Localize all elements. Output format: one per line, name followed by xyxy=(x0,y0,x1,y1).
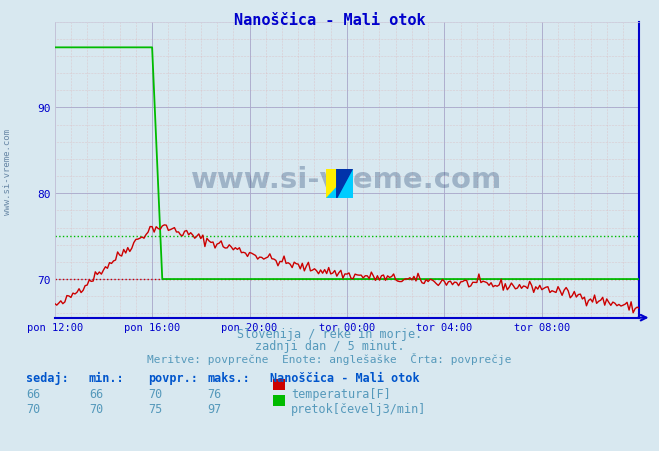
Text: min.:: min.: xyxy=(89,371,125,384)
Text: www.si-vreme.com: www.si-vreme.com xyxy=(191,165,503,193)
Text: 70: 70 xyxy=(26,402,41,415)
Text: Nanoščica - Mali otok: Nanoščica - Mali otok xyxy=(270,371,420,384)
Text: maks.:: maks.: xyxy=(208,371,250,384)
Text: zadnji dan / 5 minut.: zadnji dan / 5 minut. xyxy=(254,339,405,352)
Text: sedaj:: sedaj: xyxy=(26,371,69,384)
Text: 66: 66 xyxy=(89,387,103,400)
Text: 70: 70 xyxy=(89,402,103,415)
Polygon shape xyxy=(326,169,353,198)
Text: povpr.:: povpr.: xyxy=(148,371,198,384)
Text: 97: 97 xyxy=(208,402,222,415)
Text: pretok[čevelj3/min]: pretok[čevelj3/min] xyxy=(291,402,426,415)
Text: 66: 66 xyxy=(26,387,41,400)
Text: Slovenija / reke in morje.: Slovenija / reke in morje. xyxy=(237,327,422,340)
Text: 70: 70 xyxy=(148,387,163,400)
Polygon shape xyxy=(326,169,353,198)
Polygon shape xyxy=(337,169,353,198)
Text: Nanoščica - Mali otok: Nanoščica - Mali otok xyxy=(234,13,425,28)
Text: Meritve: povprečne  Enote: anglešaške  Črta: povprečje: Meritve: povprečne Enote: anglešaške Črt… xyxy=(147,352,512,364)
Text: temperatura[F]: temperatura[F] xyxy=(291,387,391,400)
Text: www.si-vreme.com: www.si-vreme.com xyxy=(3,129,13,214)
Text: 75: 75 xyxy=(148,402,163,415)
Text: 76: 76 xyxy=(208,387,222,400)
